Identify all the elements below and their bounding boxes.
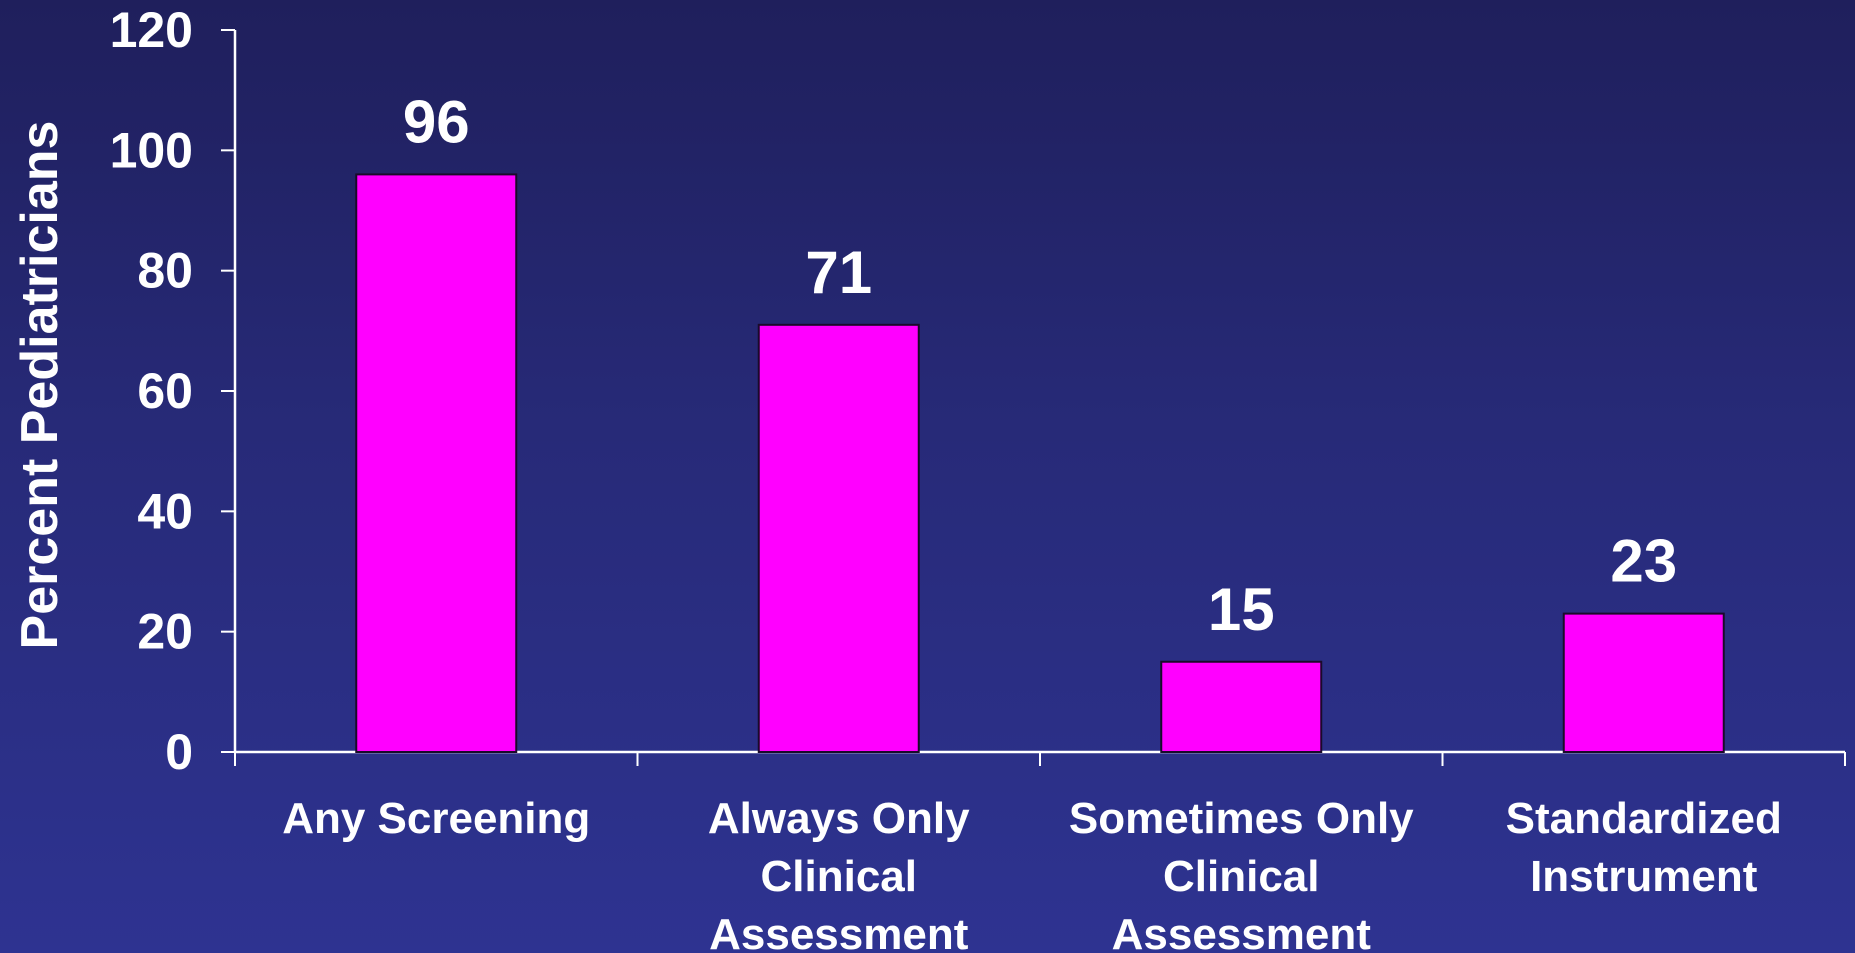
category-label: Always Only Clinical Assessment <box>708 794 970 953</box>
y-tick-label: 120 <box>110 2 193 58</box>
bar <box>1562 612 1725 753</box>
category-label-line: Standardized <box>1506 794 1782 843</box>
category-labels: Any Screening Always Only Clinical Assessme… <box>282 794 1782 953</box>
y-tick-label: 20 <box>137 604 193 660</box>
category-label: Any Screening <box>282 794 590 843</box>
y-tick-label: 60 <box>137 363 193 419</box>
data-label: 15 <box>1208 576 1275 643</box>
y-axis-title: Percent Pediatricians <box>11 121 69 650</box>
y-tick-label: 100 <box>110 122 193 178</box>
y-tick-label: 40 <box>137 483 193 539</box>
category-label-line: Clinical <box>1163 852 1320 901</box>
category-label-line: Any Screening <box>282 794 590 843</box>
category-label-line: Assessment <box>709 910 969 953</box>
category-label: Sometimes Only Clinical Assessment <box>1069 794 1414 953</box>
data-label: 23 <box>1610 528 1677 595</box>
y-tick-label: 0 <box>165 724 193 780</box>
category-label: Standardized Instrument <box>1506 794 1782 901</box>
data-label: 71 <box>805 239 872 306</box>
value-labels: 96 71 15 23 <box>403 88 1677 642</box>
category-label-line: Assessment <box>1112 910 1372 953</box>
bar <box>1160 660 1323 753</box>
data-label: 96 <box>403 88 470 155</box>
category-label-line: Clinical <box>761 852 918 901</box>
bar <box>757 323 920 753</box>
category-label-line: Sometimes Only <box>1069 794 1414 843</box>
bar <box>355 173 518 753</box>
bars <box>355 173 1725 753</box>
y-axis-ticks: 0 20 40 60 80 100 120 <box>110 2 235 780</box>
category-label-line: Instrument <box>1530 852 1758 901</box>
y-tick-label: 80 <box>137 243 193 299</box>
category-label-line: Always Only <box>708 794 970 843</box>
